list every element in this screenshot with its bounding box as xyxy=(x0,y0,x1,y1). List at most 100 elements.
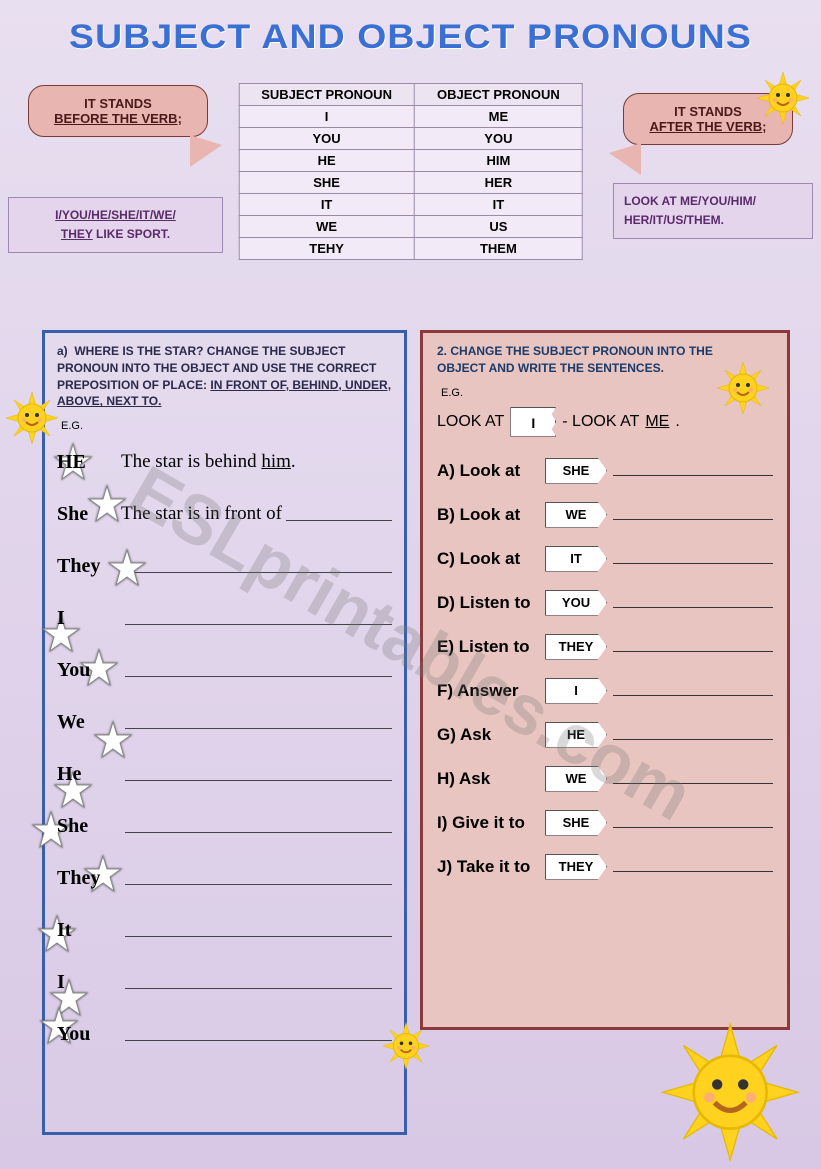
star-row: You xyxy=(57,644,392,696)
pronoun-tag: WE xyxy=(545,766,607,792)
text: I/YOU/HE/SHE/IT/WE/ xyxy=(55,208,176,222)
prompt: J) Take it to xyxy=(437,857,545,877)
td: I xyxy=(239,106,415,128)
blank-line[interactable] xyxy=(613,475,773,476)
td: SHE xyxy=(239,172,415,194)
star-row: HEThe star is behind him. xyxy=(57,436,392,488)
td: THEM xyxy=(414,238,582,260)
text: HER/IT/US/THEM. xyxy=(624,213,724,227)
blank-line[interactable] xyxy=(613,871,773,872)
text: AFTER THE VERB xyxy=(649,119,762,134)
pronoun-label: She xyxy=(57,815,121,838)
text: IT STANDS xyxy=(674,104,742,119)
pronoun-tag: WE xyxy=(545,502,607,528)
th: SUBJECT PRONOUN xyxy=(239,84,415,106)
blank-line[interactable] xyxy=(125,988,392,989)
text: LOOK AT xyxy=(437,413,504,431)
text: 2. xyxy=(437,344,447,358)
pronoun-label: You xyxy=(57,659,121,682)
pronoun-tag: YOU xyxy=(545,590,607,616)
blank-line[interactable] xyxy=(613,739,773,740)
blank-line[interactable] xyxy=(125,884,392,885)
star-row: I xyxy=(57,592,392,644)
blank-line[interactable] xyxy=(613,783,773,784)
pronoun-label: HE xyxy=(57,451,121,474)
text: CHANGE THE SUBJECT PRONOUN INTO THE OBJE… xyxy=(437,344,713,375)
blank-line[interactable] xyxy=(125,572,392,573)
text: - LOOK AT xyxy=(562,413,639,431)
blank-line[interactable] xyxy=(286,520,392,521)
blank-line[interactable] xyxy=(125,832,392,833)
bubble-tail-icon xyxy=(609,143,641,175)
td: US xyxy=(414,216,582,238)
sun-icon xyxy=(657,1019,803,1165)
sentence: The star is in front of xyxy=(121,503,282,525)
star-row: She xyxy=(57,800,392,852)
pronoun-table: SUBJECT PRONOUNOBJECT PRONOUN IMEYOUYOUH… xyxy=(238,83,583,260)
pronoun-tag: SHE xyxy=(545,810,607,836)
blank-line[interactable] xyxy=(125,1040,392,1041)
exercise-row: B) Look at WE xyxy=(437,493,773,537)
pronoun-label: We xyxy=(57,711,121,734)
exercise-row: F) Answer I xyxy=(437,669,773,713)
star-row: They xyxy=(57,540,392,592)
text: a) xyxy=(57,344,68,358)
text: IT STANDS xyxy=(84,96,152,111)
star-row: You xyxy=(57,1008,392,1060)
prompt: H) Ask xyxy=(437,769,545,789)
example-subject: I/YOU/HE/SHE/IT/WE/ THEY LIKE SPORT. xyxy=(8,197,223,253)
prompt: B) Look at xyxy=(437,505,545,525)
pronoun-label: I xyxy=(57,607,121,630)
prompt: A) Look at xyxy=(437,461,545,481)
exercise-row: C) Look at IT xyxy=(437,537,773,581)
blank-line[interactable] xyxy=(125,624,392,625)
td: HE xyxy=(239,150,415,172)
blank-line[interactable] xyxy=(613,519,773,520)
sun-icon xyxy=(715,360,771,416)
star-row: SheThe star is in front of xyxy=(57,488,392,540)
blank-line[interactable] xyxy=(613,607,773,608)
pronoun-tag: IT xyxy=(545,546,607,572)
prompt: C) Look at xyxy=(437,549,545,569)
pronoun-label: They xyxy=(57,555,121,578)
text: LOOK AT ME/YOU/HIM/ xyxy=(624,194,756,208)
text: ME xyxy=(645,413,669,431)
exercise-row: D) Listen to YOU xyxy=(437,581,773,625)
blank-line[interactable] xyxy=(125,676,392,677)
pronoun-tag: THEY xyxy=(545,854,607,880)
blank-line[interactable] xyxy=(125,936,392,937)
td: YOU xyxy=(239,128,415,150)
td: HIM xyxy=(414,150,582,172)
blank-line[interactable] xyxy=(125,780,392,781)
pronoun-label: They xyxy=(57,867,121,890)
page-title: SUBJECT AND OBJECT PRONOUNS xyxy=(0,0,821,63)
exercise-row: J) Take it to THEY xyxy=(437,845,773,889)
pronoun-tag: SHE xyxy=(545,458,607,484)
star-row: It xyxy=(57,904,392,956)
td: HER xyxy=(414,172,582,194)
td: IT xyxy=(414,194,582,216)
blank-line[interactable] xyxy=(613,563,773,564)
eg-label: E.G. xyxy=(61,420,392,432)
text: THEY xyxy=(61,227,93,241)
pronoun-label: He xyxy=(57,763,121,786)
sun-icon xyxy=(755,70,811,126)
exercise-row: H) Ask WE xyxy=(437,757,773,801)
pronoun-tag: HE xyxy=(545,722,607,748)
blank-line[interactable] xyxy=(613,827,773,828)
bubble-tail-icon xyxy=(190,135,222,167)
text: LIKE SPORT. xyxy=(93,227,170,241)
exercise-a: a) WHERE IS THE STAR? CHANGE THE SUBJECT… xyxy=(42,330,407,1135)
blank-line[interactable] xyxy=(613,695,773,696)
star-row: I xyxy=(57,956,392,1008)
blank-line[interactable] xyxy=(125,728,392,729)
td: IT xyxy=(239,194,415,216)
star-row: They xyxy=(57,852,392,904)
blank-line[interactable] xyxy=(613,651,773,652)
pronoun-label: You xyxy=(57,1023,121,1046)
prompt: E) Listen to xyxy=(437,637,545,657)
pronoun-label: It xyxy=(57,919,121,942)
exercise-row: E) Listen to THEY xyxy=(437,625,773,669)
star-row: We xyxy=(57,696,392,748)
exercise-row: G) Ask HE xyxy=(437,713,773,757)
